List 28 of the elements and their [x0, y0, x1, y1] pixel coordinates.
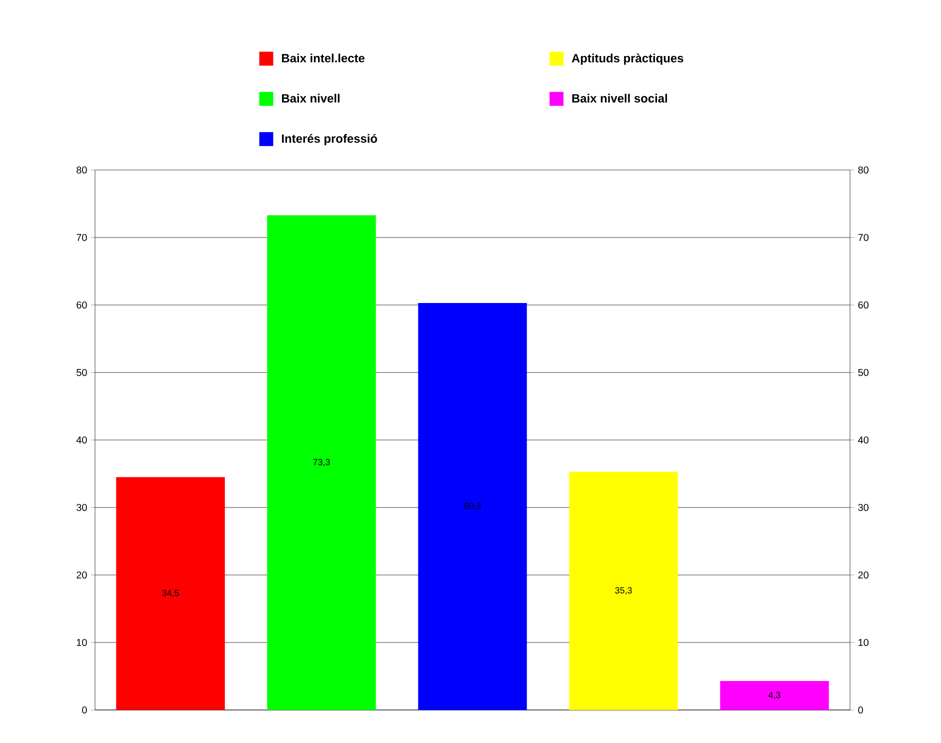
y-tick-label: 80 [76, 166, 87, 174]
legend-label: Baix intel.lecte [282, 54, 365, 62]
y2-tick-label: 20 [858, 571, 868, 579]
y2-tick-label: 30 [858, 504, 868, 512]
y2-tick-label: 10 [858, 638, 868, 646]
data-label: 4,3 [768, 692, 780, 700]
y-tick-label: 50 [76, 368, 87, 376]
data-label: 35,3 [615, 587, 632, 595]
y2-tick-label: 0 [858, 706, 863, 714]
legend-label: Baix nivell [282, 94, 340, 103]
y2-tick-label: 80 [858, 166, 868, 174]
data-label: 73,3 [313, 458, 330, 466]
y2-tick-label: 60 [858, 301, 868, 309]
data-label: 34,5 [162, 590, 179, 598]
y-tick-label: 0 [82, 706, 87, 714]
y-tick-label: 30 [76, 504, 87, 512]
y-tick-label: 60 [76, 301, 87, 309]
y-tick-label: 40 [76, 436, 87, 444]
y-tick-label: 70 [76, 234, 87, 242]
y2-tick-label: 70 [858, 234, 868, 242]
y2-tick-label: 40 [858, 436, 868, 444]
legend-label: Aptituds pràctiques [572, 54, 684, 65]
y-tick-label: 20 [76, 571, 87, 579]
data-label: 60,3 [464, 502, 481, 510]
y-tick-label: 10 [76, 638, 87, 646]
legend-label: Baix nivell social [572, 94, 667, 103]
legend-label: Interés professió [282, 134, 378, 146]
y2-tick-label: 50 [858, 368, 868, 376]
